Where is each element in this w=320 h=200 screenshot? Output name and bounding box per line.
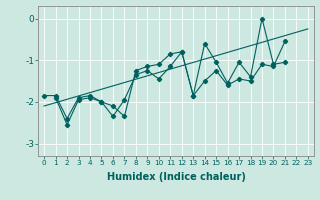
X-axis label: Humidex (Indice chaleur): Humidex (Indice chaleur): [107, 172, 245, 182]
